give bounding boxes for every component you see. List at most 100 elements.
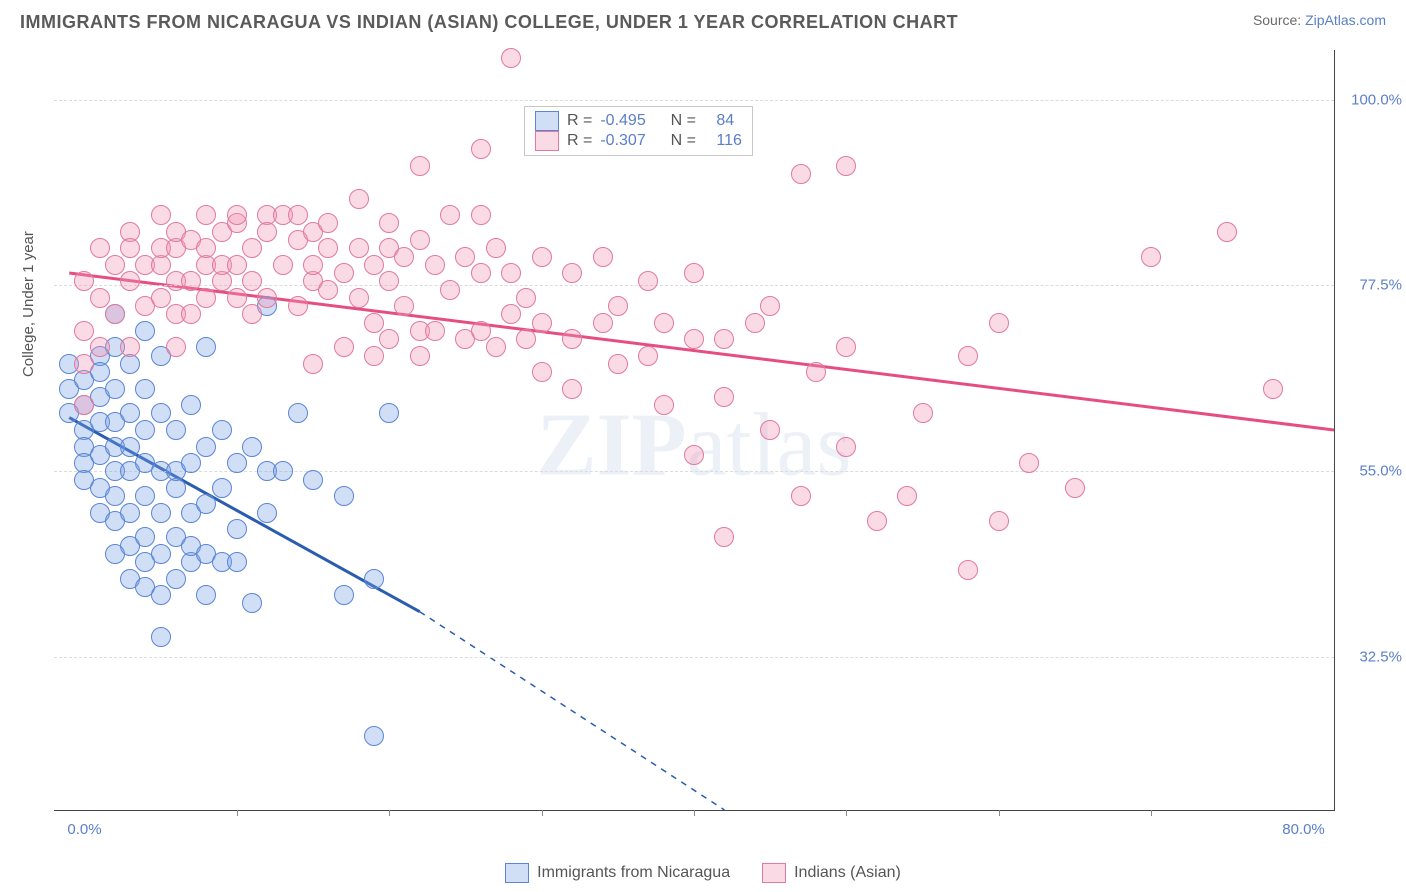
scatter-point-nicaragua [288, 403, 308, 423]
grid-line [54, 100, 1334, 101]
scatter-point-indians [455, 247, 475, 267]
scatter-point-indians [334, 263, 354, 283]
scatter-point-indians [638, 346, 658, 366]
n-label: N = [671, 112, 696, 130]
scatter-point-indians [593, 247, 613, 267]
scatter-point-nicaragua [303, 470, 323, 490]
scatter-point-nicaragua [105, 486, 125, 506]
scatter-point-indians [410, 156, 430, 176]
scatter-point-indians [334, 337, 354, 357]
scatter-point-nicaragua [135, 486, 155, 506]
scatter-point-indians [532, 313, 552, 333]
scatter-point-indians [257, 288, 277, 308]
r-label: R = [567, 112, 592, 130]
plot-area: ZIPatlas 32.5%55.0%77.5%100.0%0.0%80.0% [54, 50, 1335, 811]
scatter-point-indians [1019, 453, 1039, 473]
scatter-point-indians [181, 271, 201, 291]
scatter-point-indians [806, 362, 826, 382]
scatter-point-indians [714, 329, 734, 349]
scatter-point-indians [318, 280, 338, 300]
scatter-point-indians [349, 189, 369, 209]
trend-lines-layer [54, 50, 1334, 810]
scatter-point-indians [151, 288, 171, 308]
legend-swatch-bottom-nicaragua [505, 863, 529, 883]
scatter-point-indians [608, 296, 628, 316]
r-label: R = [567, 132, 592, 150]
scatter-point-nicaragua [364, 569, 384, 589]
n-label: N = [671, 132, 696, 150]
scatter-point-indians [196, 205, 216, 225]
scatter-point-nicaragua [151, 403, 171, 423]
scatter-point-nicaragua [181, 395, 201, 415]
scatter-point-indians [379, 213, 399, 233]
trendline-dashed-nicaragua [420, 612, 725, 810]
legend-item-indians: Indians (Asian) [762, 863, 901, 883]
scatter-point-indians [105, 304, 125, 324]
chart-title: IMMIGRANTS FROM NICARAGUA VS INDIAN (ASI… [20, 12, 958, 33]
scatter-point-indians [791, 164, 811, 184]
scatter-point-indians [288, 296, 308, 316]
scatter-point-indians [410, 230, 430, 250]
scatter-point-indians [242, 271, 262, 291]
scatter-point-nicaragua [334, 585, 354, 605]
source-attribution: Source: ZipAtlas.com [1253, 12, 1386, 28]
scatter-point-nicaragua [151, 503, 171, 523]
n-value: 84 [716, 112, 734, 130]
scatter-point-indians [654, 395, 674, 415]
scatter-point-nicaragua [105, 379, 125, 399]
scatter-point-indians [74, 271, 94, 291]
scatter-point-indians [897, 486, 917, 506]
scatter-point-indians [836, 156, 856, 176]
scatter-point-indians [760, 420, 780, 440]
grid-line [54, 657, 1334, 658]
scatter-point-indians [196, 288, 216, 308]
scatter-point-indians [105, 255, 125, 275]
r-value: -0.307 [600, 132, 645, 150]
scatter-point-indians [364, 313, 384, 333]
scatter-point-indians [684, 329, 704, 349]
legend-item-nicaragua: Immigrants from Nicaragua [505, 863, 730, 883]
x-minor-tick [542, 810, 543, 816]
scatter-point-nicaragua [151, 585, 171, 605]
scatter-point-indians [501, 48, 521, 68]
scatter-point-indians [74, 395, 94, 415]
scatter-point-nicaragua [364, 726, 384, 746]
scatter-point-indians [684, 263, 704, 283]
scatter-point-nicaragua [227, 519, 247, 539]
x-minor-tick [999, 810, 1000, 816]
scatter-point-nicaragua [135, 527, 155, 547]
scatter-point-indians [349, 288, 369, 308]
y-tick-label: 100.0% [1351, 91, 1402, 108]
scatter-point-indians [227, 205, 247, 225]
scatter-point-indians [318, 213, 338, 233]
scatter-point-indians [410, 346, 430, 366]
scatter-point-nicaragua [334, 486, 354, 506]
scatter-point-indians [303, 255, 323, 275]
scatter-point-indians [654, 313, 674, 333]
scatter-point-indians [532, 362, 552, 382]
scatter-point-indians [364, 255, 384, 275]
scatter-point-nicaragua [257, 503, 277, 523]
legend-label: Immigrants from Nicaragua [537, 864, 730, 882]
legend-label: Indians (Asian) [794, 864, 901, 882]
scatter-point-indians [989, 511, 1009, 531]
scatter-point-nicaragua [151, 627, 171, 647]
x-minor-tick [846, 810, 847, 816]
scatter-point-indians [379, 329, 399, 349]
source-link[interactable]: ZipAtlas.com [1305, 12, 1386, 28]
scatter-point-indians [1141, 247, 1161, 267]
scatter-point-indians [151, 205, 171, 225]
scatter-point-indians [1065, 478, 1085, 498]
scatter-point-indians [74, 354, 94, 374]
scatter-point-nicaragua [242, 437, 262, 457]
scatter-point-indians [562, 263, 582, 283]
scatter-point-nicaragua [151, 544, 171, 564]
scatter-point-indians [791, 486, 811, 506]
scatter-point-nicaragua [120, 403, 140, 423]
y-tick-label: 55.0% [1359, 463, 1402, 480]
x-tick-label: 80.0% [1282, 821, 1325, 838]
scatter-point-indians [166, 337, 186, 357]
grid-line [54, 471, 1334, 472]
scatter-point-indians [501, 263, 521, 283]
scatter-point-indians [608, 354, 628, 374]
